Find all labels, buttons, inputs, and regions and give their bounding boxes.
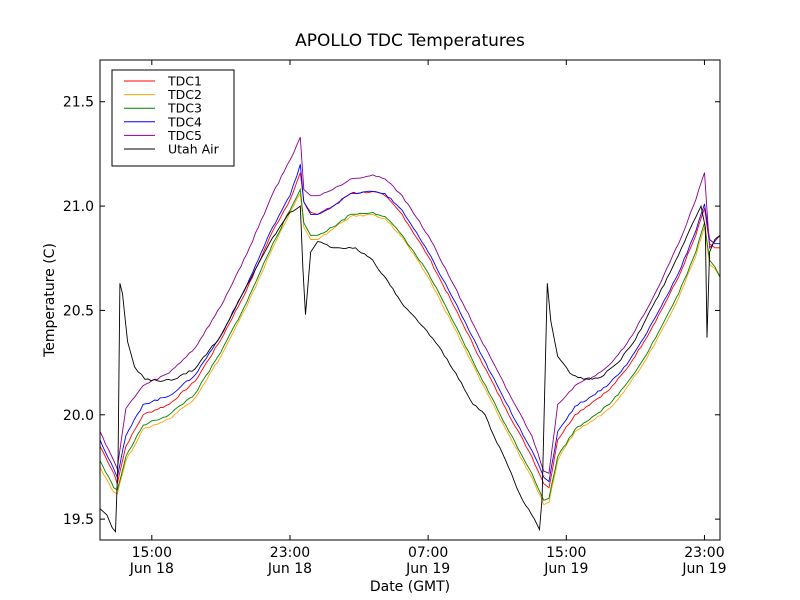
legend-label: TDC4: [167, 114, 202, 129]
legend-label: Utah Air: [168, 142, 220, 157]
series-line-utah-air: [99, 204, 721, 533]
x-tick-sublabel: Jun 19: [405, 561, 450, 577]
x-tick-label: 07:00: [408, 545, 448, 561]
chart-title: APOLLO TDC Temperatures: [295, 31, 525, 51]
y-tick-label: 20.5: [63, 303, 94, 319]
x-tick-label: 23:00: [684, 545, 724, 561]
legend-label: TDC5: [167, 128, 202, 143]
legend-label: TDC3: [167, 101, 202, 116]
plot-lines: [99, 137, 721, 533]
y-tick-label: 21.5: [63, 95, 94, 111]
series-line-tdc4: [99, 164, 720, 483]
y-tick-label: 19.5: [63, 512, 94, 528]
legend-label: TDC1: [167, 74, 202, 89]
series-line-tdc2: [99, 192, 721, 506]
x-tick-sublabel: Jun 18: [267, 561, 312, 577]
series-line-tdc3: [99, 187, 721, 501]
x-axis-label: Date (GMT): [370, 579, 450, 595]
plot-frame: [99, 59, 721, 541]
legend-label: TDC2: [167, 87, 202, 102]
y-axis-label: Temperature (C): [42, 243, 58, 358]
x-tick-sublabel: Jun 19: [543, 561, 588, 577]
y-axis: 19.5 20.0 20.5 21.0 21.5: [63, 95, 720, 528]
x-tick-label: 15:00: [546, 545, 586, 561]
y-tick-label: 20.0: [63, 408, 94, 424]
x-tick-sublabel: Jun 19: [681, 561, 726, 577]
series-line-tdc5: [99, 137, 721, 474]
x-tick-label: 15:00: [132, 545, 172, 561]
legend-box: [111, 69, 235, 167]
x-tick-label: 23:00: [270, 545, 310, 561]
y-tick-label: 21.0: [63, 199, 94, 215]
x-tick-sublabel: Jun 18: [129, 561, 174, 577]
series-line-tdc1: [99, 172, 720, 489]
